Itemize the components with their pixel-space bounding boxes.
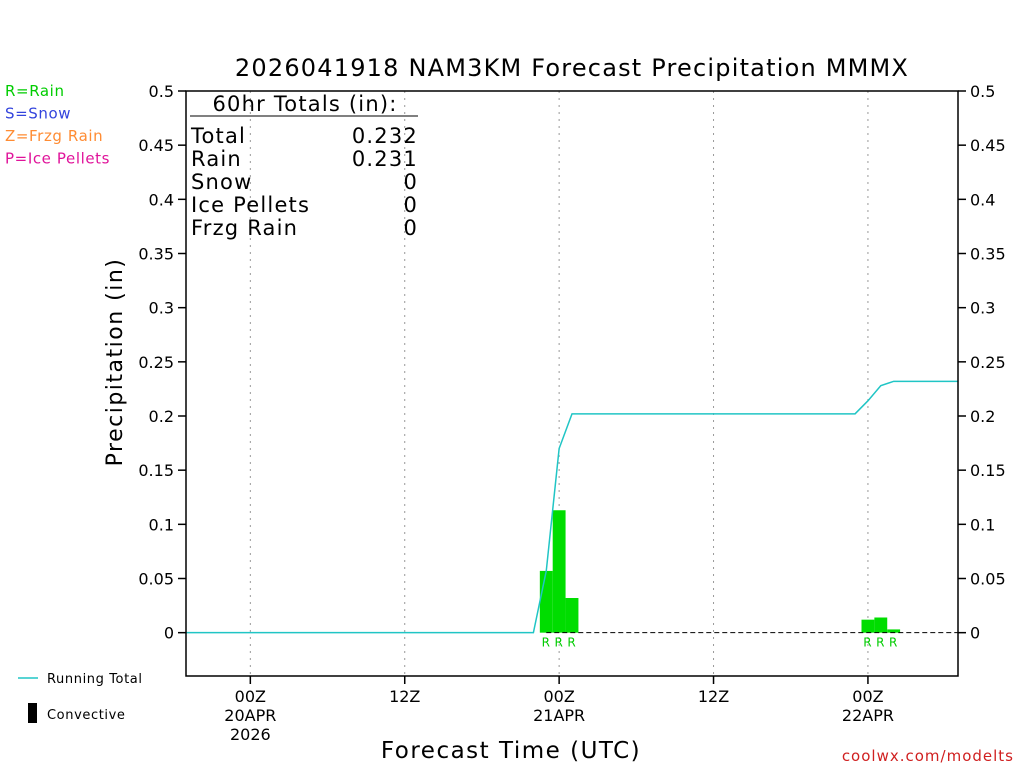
y-tick-label: 0.1 bbox=[149, 515, 174, 534]
y-tick-label-right: 0.15 bbox=[970, 461, 1006, 480]
precip-type-label: R bbox=[567, 636, 576, 650]
precip-bar bbox=[887, 629, 901, 633]
legend: R=Rain S=Snow Z=Frzg Rain P=Ice Pellets bbox=[5, 82, 110, 168]
totals-row-value: 0 bbox=[403, 193, 418, 217]
totals-row-label: Frzg Rain bbox=[191, 216, 298, 240]
y-tick-label-right: 0.35 bbox=[970, 245, 1006, 264]
y-tick-label: 0.05 bbox=[138, 570, 174, 589]
credit-text: coolwx.com/modelts bbox=[842, 747, 1014, 765]
precip-type-label: R bbox=[542, 636, 551, 650]
y-tick-label: 0.15 bbox=[138, 461, 174, 480]
precip-type-label: R bbox=[554, 636, 563, 650]
legend-item: R=Rain bbox=[5, 82, 65, 100]
convective-legend-label: Convective bbox=[47, 708, 126, 723]
running-total-line bbox=[186, 380, 958, 634]
precip-bar bbox=[539, 570, 553, 633]
legend-item: S=Snow bbox=[5, 105, 71, 123]
y-tick-label-right: 0.25 bbox=[970, 353, 1006, 372]
x-tick-label: 00Z bbox=[235, 687, 266, 706]
chart-title: 2026041918 NAM3KM Forecast Precipitation… bbox=[235, 54, 909, 82]
y-tick-label: 0.4 bbox=[149, 190, 174, 209]
totals-heading: 60hr Totals (in): bbox=[212, 92, 397, 116]
precip-type-label: R bbox=[863, 636, 872, 650]
precip-bars bbox=[539, 510, 901, 633]
y-tick-label: 0.3 bbox=[149, 299, 174, 318]
y-tick-label: 0.25 bbox=[138, 353, 174, 372]
totals-row-label: Rain bbox=[191, 147, 242, 171]
x-tick-label: 00Z bbox=[852, 687, 883, 706]
running-total-legend-label: Running Total bbox=[47, 672, 143, 687]
y-tick-label-right: 0.4 bbox=[970, 190, 995, 209]
x-tick-label: 00Z bbox=[543, 687, 574, 706]
y-tick-label-right: 0.45 bbox=[970, 136, 1006, 155]
legend-item: Z=Frzg Rain bbox=[5, 127, 103, 145]
totals-row-value: 0 bbox=[403, 170, 418, 194]
y-tick-label: 0 bbox=[164, 624, 174, 643]
totals-row-value: 0.232 bbox=[352, 124, 418, 148]
precip-bar bbox=[874, 617, 888, 633]
precip-type-label: R bbox=[876, 636, 885, 650]
totals-box: 60hr Totals (in): Total 0.232 Rain 0.231 Snow… bbox=[190, 92, 418, 240]
y-tick-label: 0.5 bbox=[149, 82, 174, 101]
x-axis-label: Forecast Time (UTC) bbox=[381, 738, 641, 764]
y-tick-label-right: 0.2 bbox=[970, 407, 995, 426]
y-axis-label: Precipitation (in) bbox=[103, 258, 128, 467]
x-tick-label: 2026 bbox=[230, 725, 271, 744]
x-tick-label: 21APR bbox=[533, 706, 585, 725]
legend-item: P=Ice Pellets bbox=[5, 150, 110, 168]
y-tick-label-right: 0.3 bbox=[970, 299, 995, 318]
precip-bar bbox=[861, 619, 875, 633]
y-tick-label: 0.2 bbox=[149, 407, 174, 426]
convective-legend-swatch bbox=[28, 703, 37, 723]
x-tick-label: 12Z bbox=[389, 687, 420, 706]
precip-bar bbox=[565, 598, 579, 633]
series-legend: Running Total Convective bbox=[18, 672, 143, 723]
y-tick-label: 0.45 bbox=[138, 136, 174, 155]
y-tick-label-right: 0.05 bbox=[970, 570, 1006, 589]
y-tick-label-right: 0 bbox=[970, 624, 980, 643]
y-axis-ticks: 0 00.05 0.050.1 0.10.15 0.150.2 0.20.25 0.250.… bbox=[138, 82, 1005, 643]
precip-bar bbox=[552, 510, 566, 633]
y-tick-label: 0.35 bbox=[138, 245, 174, 264]
totals-row-label: Ice Pellets bbox=[191, 193, 310, 217]
x-tick-label: 12Z bbox=[698, 687, 729, 706]
totals-row-value: 0.231 bbox=[352, 147, 418, 171]
totals-row-label: Total bbox=[190, 124, 246, 148]
totals-row-label: Snow bbox=[191, 170, 252, 194]
plot-frame bbox=[185, 90, 959, 677]
x-tick-label: 22APR bbox=[842, 706, 894, 725]
precip-type-label: R bbox=[889, 636, 898, 650]
y-tick-label-right: 0.5 bbox=[970, 82, 995, 101]
x-tick-label: 20APR bbox=[224, 706, 276, 725]
y-tick-label-right: 0.1 bbox=[970, 515, 995, 534]
totals-row-value: 0 bbox=[403, 216, 418, 240]
